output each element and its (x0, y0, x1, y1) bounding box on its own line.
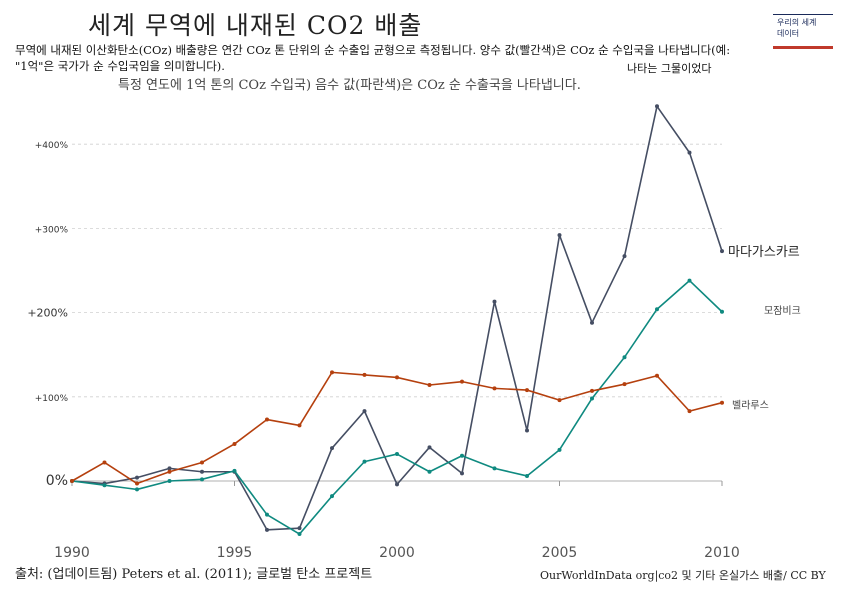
data-point-mozambique (362, 459, 367, 464)
data-point-madagascar (427, 445, 432, 450)
y-tick-label: +100% (35, 394, 69, 404)
data-point-belarus (102, 460, 107, 465)
data-point-mozambique (167, 479, 172, 483)
series-label-madagascar: 마다가스카르 (728, 245, 800, 260)
data-point-mozambique (395, 452, 399, 457)
chart-subtitle-line2: 특정 연도에 1억 톤의 COz 수입국) 음수 값(파란색)은 COz 순 수… (118, 78, 581, 93)
data-point-belarus (362, 372, 367, 377)
data-point-belarus (557, 398, 562, 403)
x-tick-label: 1990 (54, 545, 90, 561)
data-point-madagascar (330, 446, 334, 451)
data-point-madagascar (362, 409, 367, 414)
x-tick-label: 2010 (704, 545, 740, 561)
data-point-madagascar (297, 526, 302, 531)
data-point-madagascar (460, 471, 464, 476)
y-tick-label: +400% (35, 141, 69, 151)
x-tick-label: 2000 (379, 545, 415, 561)
data-point-madagascar (655, 104, 659, 109)
chart-subtitle: 무역에 내재된 이산화탄소(COz) 배출량은 연간 COz 톤 단위의 순 수… (15, 43, 731, 73)
data-point-belarus (395, 375, 399, 380)
source-note: 출처: (업데이트됨) Peters et al. (2011); 글로벌 탄소… (15, 567, 373, 582)
data-point-belarus (232, 441, 237, 446)
data-point-mozambique (655, 307, 659, 312)
data-point-belarus (330, 370, 334, 375)
data-point-mozambique (135, 487, 139, 492)
series-label-belarus: 벨라루스 (732, 400, 769, 412)
data-point-mozambique (265, 512, 269, 517)
data-point-belarus (200, 460, 204, 465)
data-point-mozambique (557, 447, 562, 452)
chart-subtitle-fragment: 나타는 그물이었다 (627, 62, 712, 75)
data-point-madagascar (557, 233, 562, 238)
data-point-madagascar (395, 482, 399, 487)
logo-red-bar (773, 46, 833, 49)
data-point-mozambique (492, 466, 497, 471)
y-tick-label: +300% (35, 225, 69, 235)
data-point-mozambique (460, 453, 464, 458)
data-point-mozambique (102, 483, 107, 488)
owid-logo[interactable]: 우리의 세계 데이터 (773, 14, 833, 49)
data-point-madagascar (590, 320, 594, 325)
data-point-madagascar (492, 299, 497, 304)
data-point-mozambique (427, 469, 432, 474)
data-point-belarus (297, 423, 302, 428)
data-point-madagascar (525, 428, 529, 433)
logo-line1: 우리의 세계 (777, 18, 817, 27)
chart-title: 세계 무역에 내재된 CO2 배출 (88, 11, 423, 40)
data-point-madagascar (622, 254, 627, 259)
data-point-mozambique (297, 532, 302, 537)
series-label-mozambique: 모잠비크 (764, 305, 801, 317)
x-tick-label: 1995 (217, 545, 253, 561)
data-point-belarus (590, 388, 594, 393)
data-point-madagascar (720, 249, 724, 254)
data-point-belarus (70, 479, 74, 483)
data-point-mozambique (525, 473, 529, 478)
data-point-mozambique (622, 355, 627, 360)
data-point-belarus (655, 373, 659, 378)
data-point-belarus (622, 382, 627, 387)
y-tick-label: +200% (27, 307, 68, 320)
data-point-belarus (687, 409, 692, 414)
data-point-madagascar (687, 150, 692, 155)
data-point-mozambique (687, 278, 692, 283)
credit-note[interactable]: OurWorldInData org|co2 및 기타 온실가스 배출/ CC … (540, 569, 826, 582)
x-tick-label: 2005 (542, 545, 578, 561)
data-point-mozambique (590, 396, 594, 401)
data-point-belarus (525, 388, 529, 393)
data-point-belarus (265, 417, 269, 422)
logo-text: 우리의 세계 데이터 (777, 17, 833, 39)
data-point-madagascar (265, 527, 269, 532)
data-point-mozambique (720, 309, 724, 314)
data-point-belarus (720, 400, 724, 405)
data-point-belarus (167, 469, 172, 474)
data-point-madagascar (167, 466, 172, 471)
data-point-belarus (427, 383, 432, 388)
data-point-madagascar (135, 475, 139, 480)
data-point-mozambique (200, 477, 204, 482)
data-point-mozambique (330, 494, 334, 499)
series-line-madagascar (71, 105, 723, 531)
data-point-belarus (492, 386, 497, 391)
logo-line2: 데이터 (777, 29, 800, 38)
data-point-belarus (460, 379, 464, 384)
data-point-madagascar (200, 469, 204, 474)
data-point-belarus (135, 481, 139, 486)
series-line-mozambique (71, 279, 723, 535)
data-point-mozambique (232, 468, 237, 473)
y-tick-label: 0% (46, 473, 68, 489)
